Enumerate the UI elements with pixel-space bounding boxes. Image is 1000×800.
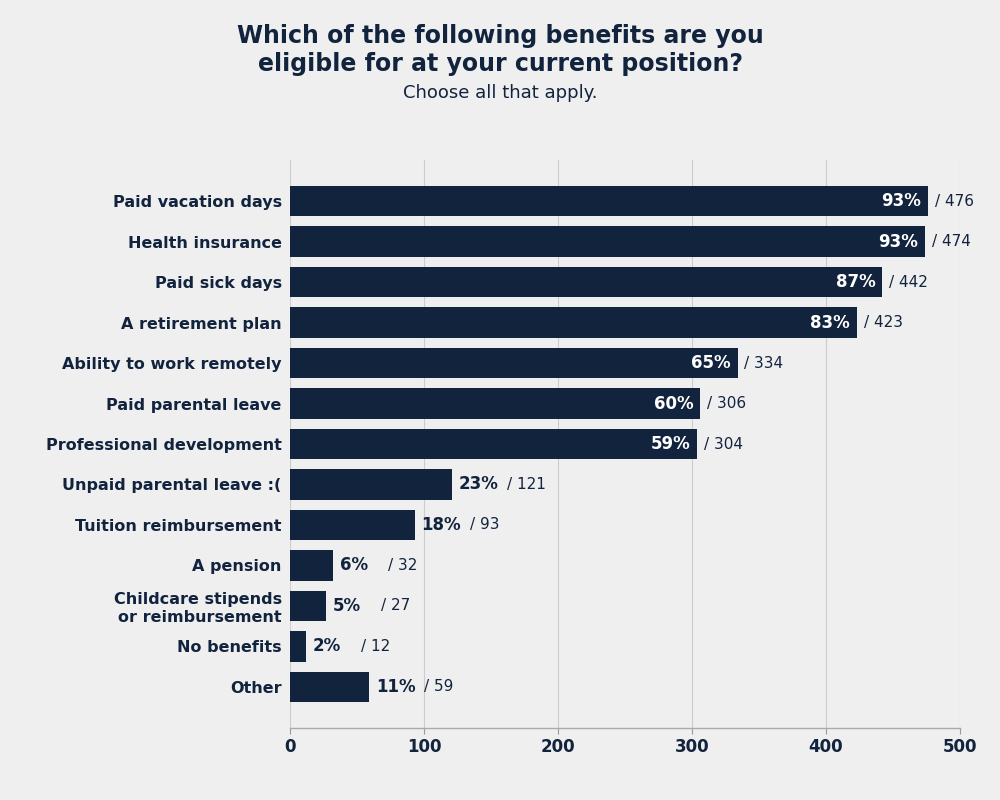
Bar xyxy=(290,510,415,540)
Text: / 442: / 442 xyxy=(889,274,928,290)
Bar xyxy=(290,591,326,621)
Text: Choose all that apply.: Choose all that apply. xyxy=(403,84,597,102)
Bar xyxy=(290,307,857,338)
Text: Which of the following benefits are you: Which of the following benefits are you xyxy=(237,24,763,48)
Bar xyxy=(290,470,452,500)
Text: eligible for at your current position?: eligible for at your current position? xyxy=(258,52,742,76)
Text: 6%: 6% xyxy=(340,557,368,574)
Bar xyxy=(290,550,333,581)
Text: 65%: 65% xyxy=(691,354,731,372)
Text: / 27: / 27 xyxy=(381,598,410,614)
Text: / 334: / 334 xyxy=(744,355,783,370)
Bar xyxy=(290,429,697,459)
Text: / 423: / 423 xyxy=(864,315,903,330)
Text: 93%: 93% xyxy=(879,233,918,250)
Bar xyxy=(290,226,925,257)
Text: 18%: 18% xyxy=(421,516,461,534)
Text: / 121: / 121 xyxy=(507,477,546,492)
Text: 93%: 93% xyxy=(881,192,921,210)
Text: / 306: / 306 xyxy=(707,396,746,411)
Text: / 474: / 474 xyxy=(932,234,971,249)
Text: / 93: / 93 xyxy=(470,518,499,533)
Text: 60%: 60% xyxy=(654,394,693,413)
Text: / 476: / 476 xyxy=(935,194,974,209)
Bar xyxy=(290,348,738,378)
Text: / 12: / 12 xyxy=(361,639,390,654)
Text: 2%: 2% xyxy=(313,638,341,655)
Text: 87%: 87% xyxy=(836,273,876,291)
Bar xyxy=(290,267,882,297)
Text: 59%: 59% xyxy=(651,435,691,453)
Text: 5%: 5% xyxy=(333,597,361,615)
Bar xyxy=(290,672,369,702)
Text: / 32: / 32 xyxy=(388,558,417,573)
Bar xyxy=(290,186,928,216)
Bar xyxy=(290,388,700,418)
Text: 23%: 23% xyxy=(459,475,499,494)
Text: 83%: 83% xyxy=(810,314,850,331)
Text: 11%: 11% xyxy=(376,678,415,696)
Text: / 59: / 59 xyxy=(424,679,453,694)
Bar xyxy=(290,631,306,662)
Text: / 304: / 304 xyxy=(704,437,743,451)
